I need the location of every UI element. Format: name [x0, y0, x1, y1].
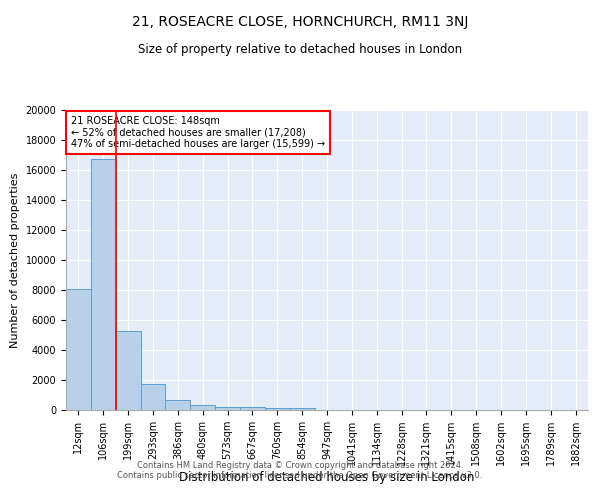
Bar — [240, 407, 265, 410]
Bar — [166, 400, 190, 410]
Text: 21 ROSEACRE CLOSE: 148sqm
← 52% of detached houses are smaller (17,208)
47% of s: 21 ROSEACRE CLOSE: 148sqm ← 52% of detac… — [71, 116, 325, 149]
Text: Size of property relative to detached houses in London: Size of property relative to detached ho… — [138, 42, 462, 56]
Bar — [91, 160, 116, 410]
Bar — [215, 406, 240, 410]
Bar — [116, 330, 140, 410]
Y-axis label: Number of detached properties: Number of detached properties — [10, 172, 20, 348]
Bar — [140, 384, 166, 410]
Text: 21, ROSEACRE CLOSE, HORNCHURCH, RM11 3NJ: 21, ROSEACRE CLOSE, HORNCHURCH, RM11 3NJ — [132, 15, 468, 29]
X-axis label: Distribution of detached houses by size in London: Distribution of detached houses by size … — [179, 471, 475, 484]
Bar — [66, 288, 91, 410]
Text: Contains HM Land Registry data © Crown copyright and database right 2024.
Contai: Contains HM Land Registry data © Crown c… — [118, 460, 482, 480]
Bar — [290, 408, 314, 410]
Bar — [265, 408, 290, 410]
Bar — [190, 405, 215, 410]
